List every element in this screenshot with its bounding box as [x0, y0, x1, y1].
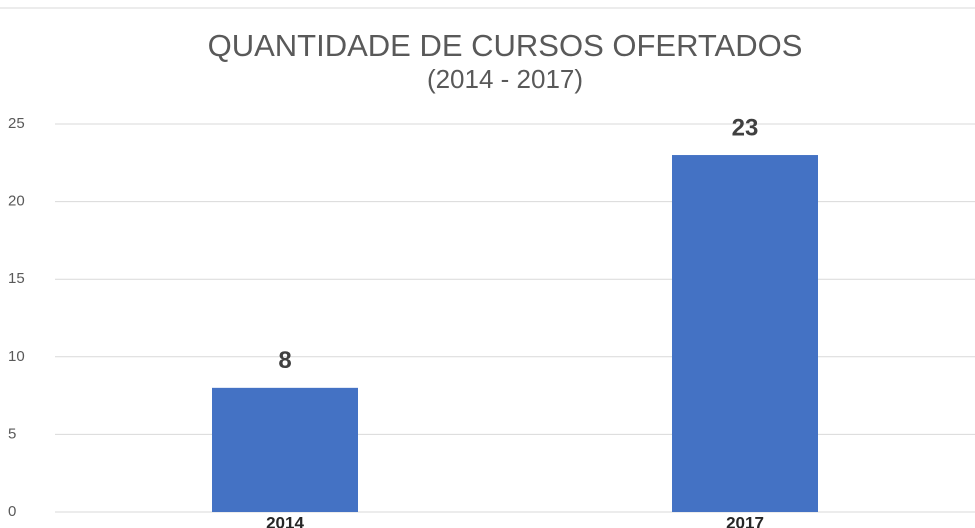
x-tick-label: 2017	[726, 513, 764, 528]
chart-title: QUANTIDADE DE CURSOS OFERTADOS	[208, 28, 803, 63]
y-tick-label: 10	[8, 348, 25, 365]
data-label: 23	[732, 114, 759, 141]
y-tick-label: 0	[8, 503, 16, 520]
y-tick-label: 5	[8, 425, 16, 442]
y-tick-label: 20	[8, 193, 25, 210]
chart-subtitle: (2014 - 2017)	[427, 64, 583, 94]
bar	[212, 387, 358, 512]
x-tick-label: 2014	[266, 513, 304, 528]
y-tick-label: 25	[8, 115, 25, 132]
data-label: 8	[278, 347, 291, 374]
bar	[672, 155, 818, 513]
y-tick-label: 15	[8, 270, 25, 287]
